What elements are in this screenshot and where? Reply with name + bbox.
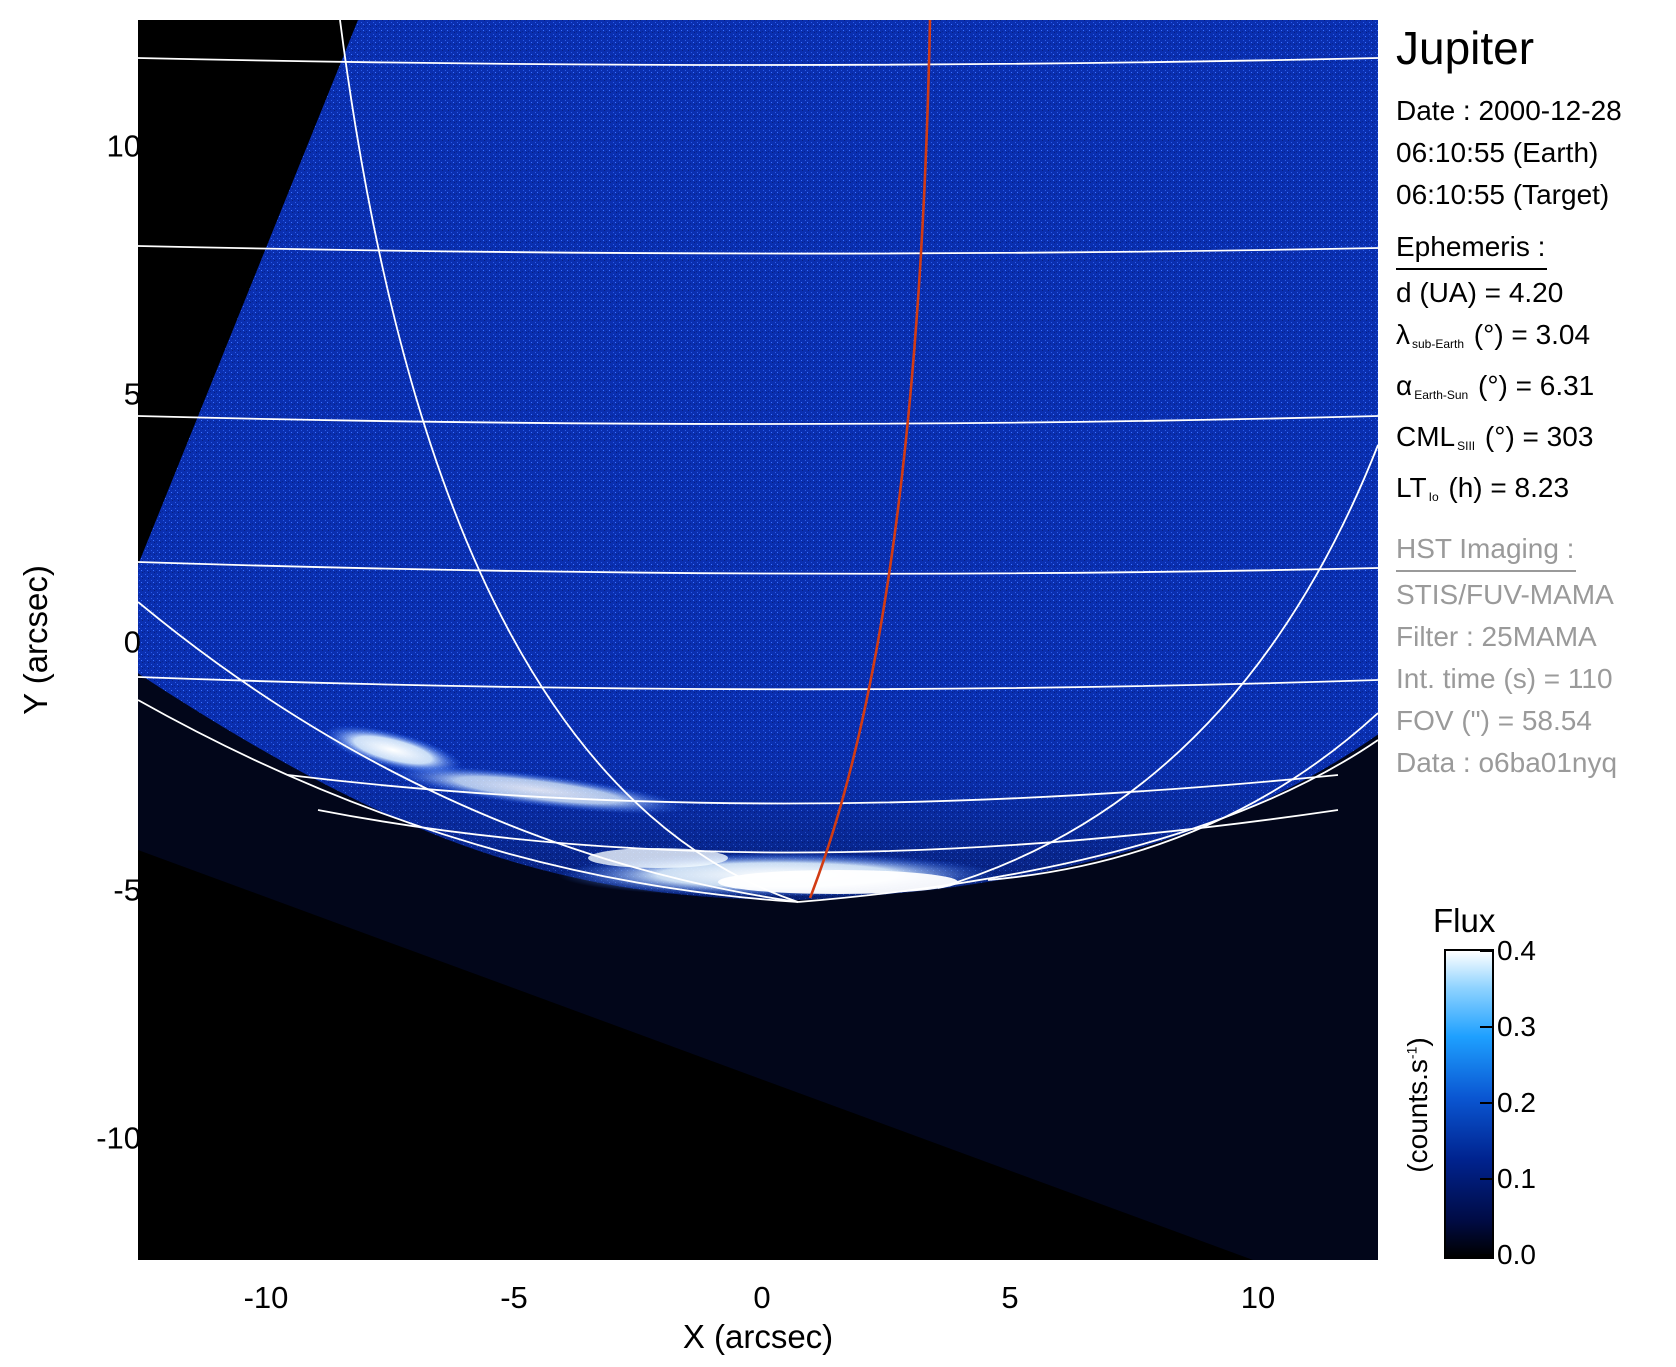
colorbar-tick-mark (1480, 1254, 1492, 1256)
io-footprint-line (808, 20, 932, 899)
x-tick-label: -10 (243, 1280, 289, 1315)
hst-imaging-row: STIS/FUV-MAMA (1396, 579, 1614, 610)
colorbar-unit-exponent: -1 (1403, 1046, 1420, 1060)
colorbar-tick-mark (1480, 1026, 1492, 1028)
ephemeris-row: d (UA) = 4.20 (1396, 272, 1671, 314)
ephemeris-row: α Earth-Sun (°) = 6.31 (1396, 365, 1671, 416)
colorbar-title: Flux (1433, 902, 1496, 939)
ephemeris-symbol: LT (1396, 472, 1427, 503)
ephemeris-subscript: Earth-Sun (1414, 388, 1469, 402)
hst-imaging-row: Filter : 25MAMA (1396, 621, 1597, 652)
ephemeris-row: LT Io (h) = 8.23 (1396, 467, 1671, 518)
ephemeris-symbol: CML (1396, 421, 1456, 452)
colorbar-unit: (counts.s-1) (1402, 1037, 1434, 1172)
hst-imaging-row: FOV (") = 58.54 (1396, 705, 1592, 736)
ephemeris-value: (°) = 3.04 (1466, 319, 1591, 350)
ephemeris-value: (°) = 303 (1477, 421, 1594, 452)
ephemeris-row: CML SIII (°) = 303 (1396, 416, 1671, 467)
observation-date: Date : 2000-12-28 (1396, 95, 1622, 126)
colorbar-unit-end: ) (1402, 1037, 1433, 1047)
hst-imaging-list: STIS/FUV-MAMA Filter : 25MAMA Int. time (s… (1396, 574, 1671, 784)
x-axis-label: X (arcsec) (682, 1318, 834, 1355)
colorbar-tick-label: 0.3 (1497, 1011, 1536, 1042)
latitude-grid (138, 57, 1378, 854)
ephemeris-header: Ephemeris : (1396, 228, 1548, 270)
x-tick-label: -5 (500, 1280, 528, 1315)
ephemeris-value: = 4.20 (1476, 277, 1564, 308)
y-tick-label: 0 (123, 624, 141, 660)
ephemeris-list: d (UA) = 4.20 λ sub-Earth (°) = 3.04 α Earth… (1396, 272, 1671, 518)
hst-imaging-header: HST Imaging : (1396, 530, 1577, 572)
aurora-oval (323, 725, 998, 897)
longitude-grid (138, 20, 1378, 903)
x-tick-label: 5 (1001, 1280, 1019, 1315)
target-name: Jupiter (1396, 22, 1535, 74)
time-earth: 06:10:55 (Earth) (1396, 137, 1599, 168)
colorbar (1444, 949, 1494, 1259)
time-target: 06:10:55 (Target) (1396, 179, 1610, 210)
colorbar-tick-mark (1480, 1102, 1492, 1104)
ephemeris-subscript: Io (1428, 490, 1439, 504)
colorbar-unit-main: (counts.s (1402, 1059, 1433, 1173)
ephemeris-value: (°) = 6.31 (1470, 370, 1595, 401)
y-tick-label: -5 (113, 872, 141, 908)
y-axis-label: Y (arcsec) (17, 565, 54, 715)
x-tick-label: 0 (753, 1280, 771, 1315)
jupiter-uv-image (138, 20, 1378, 1260)
colorbar-tick-mark (1480, 950, 1492, 952)
y-tick-label: -10 (96, 1120, 141, 1156)
ephemeris-row: λ sub-Earth (°) = 3.04 (1396, 314, 1671, 365)
ephemeris-symbol: d (UA) (1396, 277, 1477, 308)
hst-imaging-row: Int. time (s) = 110 (1396, 663, 1613, 694)
y-tick-label: 10 (106, 128, 141, 164)
hst-imaging-row: Data : o6ba01nyq (1396, 747, 1618, 778)
ephemeris-symbol: α (1396, 370, 1413, 401)
colorbar-tick-label: 0.4 (1497, 935, 1536, 966)
ephemeris-subscript: sub-Earth (1412, 337, 1465, 351)
y-tick-label: 5 (123, 376, 141, 412)
ephemeris-value: (h) = 8.23 (1440, 472, 1570, 503)
x-tick-label: 10 (1240, 1280, 1276, 1315)
colorbar-tick-label: 0.2 (1497, 1087, 1536, 1118)
image-panel (138, 20, 1378, 1260)
colorbar-tick-label: 0.0 (1497, 1239, 1536, 1270)
ephemeris-subscript: SIII (1457, 439, 1476, 453)
info-panel: Jupiter Date : 2000-12-28 06:10:55 (Eart… (1396, 20, 1671, 784)
ephemeris-symbol: λ (1396, 319, 1410, 350)
colorbar-tick-label: 0.1 (1497, 1163, 1536, 1194)
colorbar-tick-mark (1480, 1178, 1492, 1180)
